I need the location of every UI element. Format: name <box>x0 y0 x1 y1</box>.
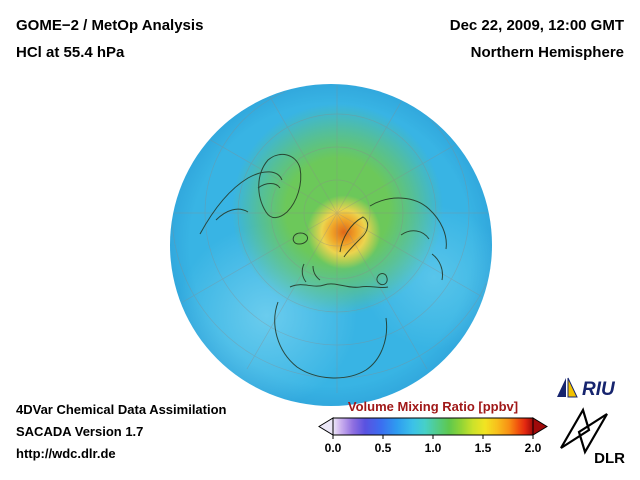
header-right: Dec 22, 2009, 12:00 GMT Northern Hemisph… <box>450 12 624 66</box>
colorbar-gradient <box>332 417 534 436</box>
url-label: http://wdc.dlr.de <box>16 446 116 461</box>
hemisphere-map <box>170 84 492 406</box>
version-label: SACADA Version 1.7 <box>16 424 144 439</box>
colorbar-arrow-right <box>532 417 548 436</box>
dlr-emblem <box>560 407 608 455</box>
assimilation-label: 4DVar Chemical Data Assimilation <box>16 402 227 417</box>
colorbar-scale <box>318 417 548 439</box>
colorbar-arrow-left <box>318 417 334 436</box>
colorbar-tick-labels: 0.0 0.5 1.0 1.5 2.0 <box>325 441 542 455</box>
colorbar-title: Volume Mixing Ratio [ppbv] <box>347 399 519 414</box>
coast-scandinavia <box>339 216 369 258</box>
footer-credits: 4DVar Chemical Data Assimilation SACADA … <box>16 399 227 465</box>
graticule <box>171 85 491 393</box>
riu-logo: RIU <box>557 377 616 400</box>
datetime-label: Dec 22, 2009, 12:00 GMT <box>449 17 624 34</box>
riu-logo-text: RIU <box>582 379 616 400</box>
coast-caspian <box>376 273 388 286</box>
coast-europe <box>289 283 389 289</box>
colorbar-tick-marks <box>332 435 534 439</box>
coast-iceland <box>292 232 308 245</box>
dlr-logo-text: DLR <box>594 450 625 466</box>
species-level-label: HCl at 55.4 hPa <box>16 44 125 61</box>
colorbar: Volume Mixing Ratio [ppbv] 0.0 0.5 1.0 1… <box>318 399 548 455</box>
riu-logo-triangle-yellow <box>567 377 578 398</box>
dlr-logo: DLR <box>560 407 625 466</box>
coast-north-america <box>199 171 283 235</box>
tick-label: 1.0 <box>424 441 442 455</box>
coast-asia <box>369 197 447 281</box>
coastlines <box>199 153 447 379</box>
tick-label: 2.0 <box>524 441 542 455</box>
header-left: GOME−2 / MetOp Analysis HCl at 55.4 hPa <box>16 12 203 66</box>
tick-label: 1.5 <box>474 441 492 455</box>
globe-field-raster <box>170 84 492 406</box>
coast-africa <box>274 301 388 379</box>
globe-overlay <box>171 85 491 393</box>
tick-label: 0.0 <box>324 441 342 455</box>
coast-greenland <box>258 153 302 219</box>
product-title: GOME−2 / MetOp Analysis <box>16 17 204 34</box>
riu-logo-triangle-blue <box>557 378 566 397</box>
tick-label: 0.5 <box>374 441 392 455</box>
coast-british-isles <box>301 263 321 283</box>
region-label: Northern Hemisphere <box>470 44 624 61</box>
